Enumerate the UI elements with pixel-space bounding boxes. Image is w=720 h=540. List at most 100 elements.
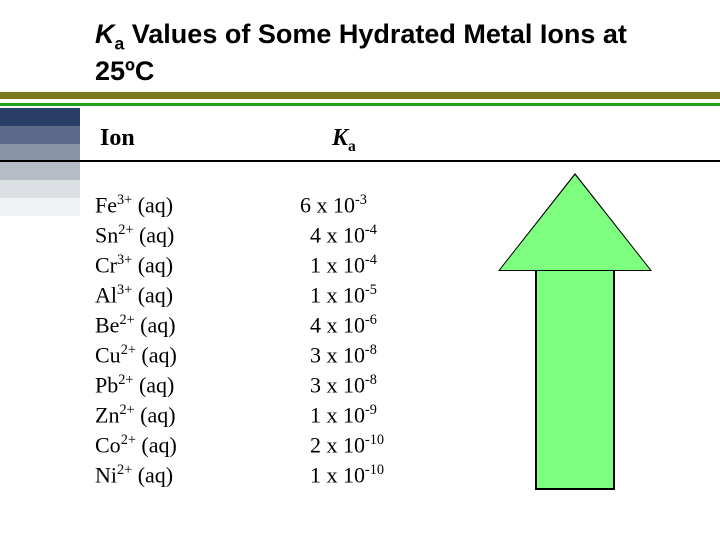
ka-exponent: -9 [365, 402, 377, 418]
table-row: Be2+ (aq) [95, 305, 177, 335]
ion-phase: (aq) [132, 192, 173, 217]
grad-bar [0, 198, 80, 216]
ka-times: x 10 [321, 282, 365, 307]
ion-charge: 2+ [119, 402, 134, 418]
grad-bar [0, 108, 80, 126]
table-row: Co2+ (aq) [95, 425, 177, 455]
ion-charge: 2+ [121, 342, 136, 358]
ka-times: x 10 [321, 342, 365, 367]
ka-exponent: -10 [365, 432, 384, 448]
ion-element: Be [95, 312, 119, 337]
ka-column: 6 x 10-34 x 10-41 x 10-41 x 10-54 x 10-6… [300, 185, 384, 485]
ka-times: x 10 [321, 402, 365, 427]
ka-coefficient: 1 [310, 462, 321, 487]
table-row: Fe3+ (aq) [95, 185, 177, 215]
header-ka-sub: a [348, 138, 356, 155]
header-ka: Ka [332, 125, 356, 156]
ka-exponent: -3 [355, 192, 367, 208]
ion-phase: (aq) [132, 282, 173, 307]
table-row: 4 x 10-4 [300, 215, 384, 245]
rule-olive [0, 92, 720, 99]
table-row: 3 x 10-8 [300, 335, 384, 365]
ion-phase: (aq) [135, 402, 176, 427]
ion-charge: 3+ [117, 252, 132, 268]
ion-phase: (aq) [135, 312, 176, 337]
table-row: Pb2+ (aq) [95, 365, 177, 395]
ion-phase: (aq) [136, 342, 177, 367]
ion-element: Co [95, 432, 121, 457]
ion-charge: 3+ [117, 192, 132, 208]
ka-coefficient: 4 [310, 312, 321, 337]
increasing-arrow [500, 175, 650, 495]
ka-coefficient: 1 [310, 252, 321, 277]
table-row: 1 x 10-9 [300, 395, 384, 425]
left-gradient-decoration [0, 108, 80, 216]
ka-exponent: -8 [365, 372, 377, 388]
ka-exponent: -6 [365, 312, 377, 328]
arrow-shaft [535, 270, 615, 490]
ka-coefficient: 4 [310, 222, 321, 247]
ka-times: x 10 [321, 372, 365, 397]
ion-charge: 2+ [121, 432, 136, 448]
table-row: 3 x 10-8 [300, 365, 384, 395]
ion-column: Fe3+ (aq)Sn2+ (aq)Cr3+ (aq)Al3+ (aq)Be2+… [95, 185, 177, 485]
ion-element: Cu [95, 342, 121, 367]
ion-phase: (aq) [136, 432, 177, 457]
table-row: 1 x 10-10 [300, 455, 384, 485]
ion-charge: 2+ [117, 462, 132, 478]
ka-coefficient: 6 [300, 192, 311, 217]
table-row: 4 x 10-6 [300, 305, 384, 335]
ion-phase: (aq) [133, 222, 174, 247]
grad-bar [0, 180, 80, 198]
table-row: Cr3+ (aq) [95, 245, 177, 275]
title-underline-rules [0, 92, 720, 106]
table-row: 2 x 10-10 [300, 425, 384, 455]
ka-times: x 10 [321, 462, 365, 487]
ka-coefficient: 3 [310, 372, 321, 397]
title-k-sub: a [115, 33, 125, 53]
ion-element: Zn [95, 402, 119, 427]
table-row: 6 x 10-3 [300, 185, 384, 215]
table-row: Cu2+ (aq) [95, 335, 177, 365]
title-line-2: 25ºC [95, 55, 655, 89]
ion-charge: 2+ [118, 222, 133, 238]
rule-green [0, 103, 720, 106]
header-ka-italic: K [332, 125, 348, 151]
header-underline [0, 160, 720, 162]
ion-phase: (aq) [132, 252, 173, 277]
ion-element: Al [95, 282, 117, 307]
ka-coefficient: 3 [310, 342, 321, 367]
ka-times: x 10 [311, 192, 355, 217]
ka-times: x 10 [321, 222, 365, 247]
ion-element: Sn [95, 222, 118, 247]
ka-times: x 10 [321, 312, 365, 337]
title-rest: Values of Some Hydrated Metal Ions at [124, 19, 627, 49]
ka-times: x 10 [321, 432, 365, 457]
ka-coefficient: 1 [310, 282, 321, 307]
ion-charge: 2+ [118, 372, 133, 388]
ion-phase: (aq) [133, 372, 174, 397]
ka-exponent: -8 [365, 342, 377, 358]
arrow-head-icon [500, 175, 650, 270]
table-row: Zn2+ (aq) [95, 395, 177, 425]
ka-times: x 10 [321, 252, 365, 277]
ka-exponent: -4 [365, 222, 377, 238]
ka-exponent: -10 [365, 462, 384, 478]
table-row: Al3+ (aq) [95, 275, 177, 305]
table-row: 1 x 10-4 [300, 245, 384, 275]
grad-bar [0, 126, 80, 144]
ion-phase: (aq) [132, 462, 173, 487]
table-row: Sn2+ (aq) [95, 215, 177, 245]
title-line-1: Ka Values of Some Hydrated Metal Ions at [95, 18, 655, 55]
title-k-italic: K [95, 19, 115, 49]
ka-exponent: -5 [365, 282, 377, 298]
table-row: 1 x 10-5 [300, 275, 384, 305]
slide-title: Ka Values of Some Hydrated Metal Ions at… [95, 18, 655, 89]
ion-element: Ni [95, 462, 117, 487]
ion-element: Pb [95, 372, 118, 397]
header-ion: Ion [100, 125, 135, 152]
ka-exponent: -4 [365, 252, 377, 268]
ion-charge: 3+ [117, 282, 132, 298]
ka-coefficient: 2 [310, 432, 321, 457]
ka-coefficient: 1 [310, 402, 321, 427]
